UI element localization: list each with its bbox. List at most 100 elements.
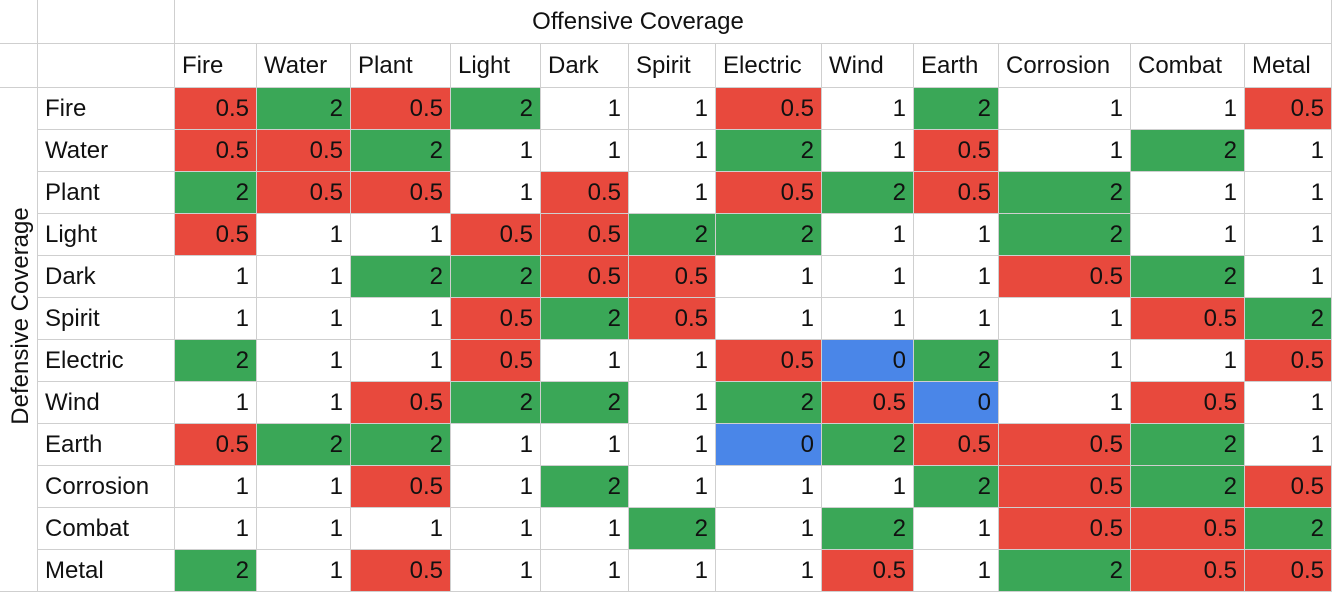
value-cell: 1 (1245, 424, 1332, 466)
value-cell: 1 (451, 466, 541, 508)
value-cell: 1 (541, 550, 629, 592)
value-cell: 1 (257, 214, 351, 256)
value-cell: 0.5 (914, 130, 999, 172)
value-cell: 2 (1245, 508, 1332, 550)
row-axis-label: Defensive Coverage (7, 207, 34, 425)
value-cell: 0.5 (1245, 340, 1332, 382)
value-cell: 1 (914, 508, 999, 550)
value-cell: 0.5 (999, 256, 1131, 298)
value-cell: 1 (175, 256, 257, 298)
corner-cell (0, 44, 38, 88)
value-cell: 1 (629, 382, 716, 424)
value-cell: 2 (822, 508, 914, 550)
value-cell: 0.5 (257, 130, 351, 172)
value-cell: 1 (541, 88, 629, 130)
value-cell: 2 (629, 508, 716, 550)
value-cell: 2 (175, 550, 257, 592)
value-cell: 1 (914, 550, 999, 592)
value-cell: 2 (175, 340, 257, 382)
row-header: Spirit (38, 298, 175, 340)
value-cell: 2 (257, 424, 351, 466)
value-cell: 1 (629, 130, 716, 172)
value-cell: 1 (629, 550, 716, 592)
row-header: Fire (38, 88, 175, 130)
value-cell: 1 (175, 382, 257, 424)
value-cell: 0.5 (1131, 508, 1245, 550)
value-cell: 1 (1131, 214, 1245, 256)
column-header: Spirit (629, 44, 716, 88)
value-cell: 1 (1245, 214, 1332, 256)
value-cell: 1 (999, 130, 1131, 172)
value-cell: 1 (257, 508, 351, 550)
value-cell: 0.5 (351, 382, 451, 424)
value-cell: 1 (629, 88, 716, 130)
value-cell: 2 (914, 466, 999, 508)
value-cell: 2 (822, 172, 914, 214)
value-cell: 1 (914, 256, 999, 298)
value-cell: 1 (1245, 130, 1332, 172)
value-cell: 0 (822, 340, 914, 382)
value-cell: 0.5 (999, 508, 1131, 550)
value-cell: 0.5 (175, 88, 257, 130)
value-cell: 2 (541, 466, 629, 508)
value-cell: 0.5 (822, 382, 914, 424)
value-cell: 1 (351, 214, 451, 256)
value-cell: 2 (716, 382, 822, 424)
value-cell: 1 (257, 298, 351, 340)
value-cell: 1 (999, 88, 1131, 130)
value-cell: 0.5 (629, 298, 716, 340)
value-cell: 1 (822, 130, 914, 172)
value-cell: 1 (1131, 340, 1245, 382)
column-header: Corrosion (999, 44, 1131, 88)
value-cell: 2 (351, 130, 451, 172)
value-cell: 1 (999, 340, 1131, 382)
value-cell: 2 (999, 214, 1131, 256)
value-cell: 2 (257, 88, 351, 130)
row-header: Wind (38, 382, 175, 424)
row-header: Earth (38, 424, 175, 466)
value-cell: 1 (257, 382, 351, 424)
corner-cell (38, 44, 175, 88)
value-cell: 1 (629, 424, 716, 466)
column-header: Earth (914, 44, 999, 88)
value-cell: 0.5 (351, 88, 451, 130)
value-cell: 0 (914, 382, 999, 424)
value-cell: 1 (822, 256, 914, 298)
column-header: Water (257, 44, 351, 88)
value-cell: 1 (1131, 172, 1245, 214)
column-header: Fire (175, 44, 257, 88)
value-cell: 2 (914, 340, 999, 382)
value-cell: 2 (914, 88, 999, 130)
value-cell: 2 (1131, 466, 1245, 508)
value-cell: 2 (999, 172, 1131, 214)
row-header: Metal (38, 550, 175, 592)
value-cell: 1 (716, 256, 822, 298)
value-cell: 0.5 (541, 256, 629, 298)
value-cell: 2 (716, 130, 822, 172)
value-cell: 1 (1245, 382, 1332, 424)
column-header: Plant (351, 44, 451, 88)
value-cell: 1 (999, 382, 1131, 424)
value-cell: 0.5 (175, 130, 257, 172)
value-cell: 0.5 (914, 172, 999, 214)
value-cell: 0.5 (451, 340, 541, 382)
value-cell: 0.5 (451, 214, 541, 256)
value-cell: 1 (716, 508, 822, 550)
value-cell: 1 (822, 88, 914, 130)
value-cell: 1 (351, 340, 451, 382)
value-cell: 0.5 (716, 172, 822, 214)
value-cell: 2 (822, 424, 914, 466)
column-header: Dark (541, 44, 629, 88)
value-cell: 0.5 (1131, 382, 1245, 424)
value-cell: 1 (175, 508, 257, 550)
value-cell: 2 (1131, 130, 1245, 172)
value-cell: 1 (257, 550, 351, 592)
value-cell: 0 (716, 424, 822, 466)
value-cell: 0.5 (716, 88, 822, 130)
value-cell: 1 (822, 466, 914, 508)
value-cell: 2 (999, 550, 1131, 592)
value-cell: 0.5 (716, 340, 822, 382)
value-cell: 1 (541, 340, 629, 382)
value-cell: 1 (914, 214, 999, 256)
